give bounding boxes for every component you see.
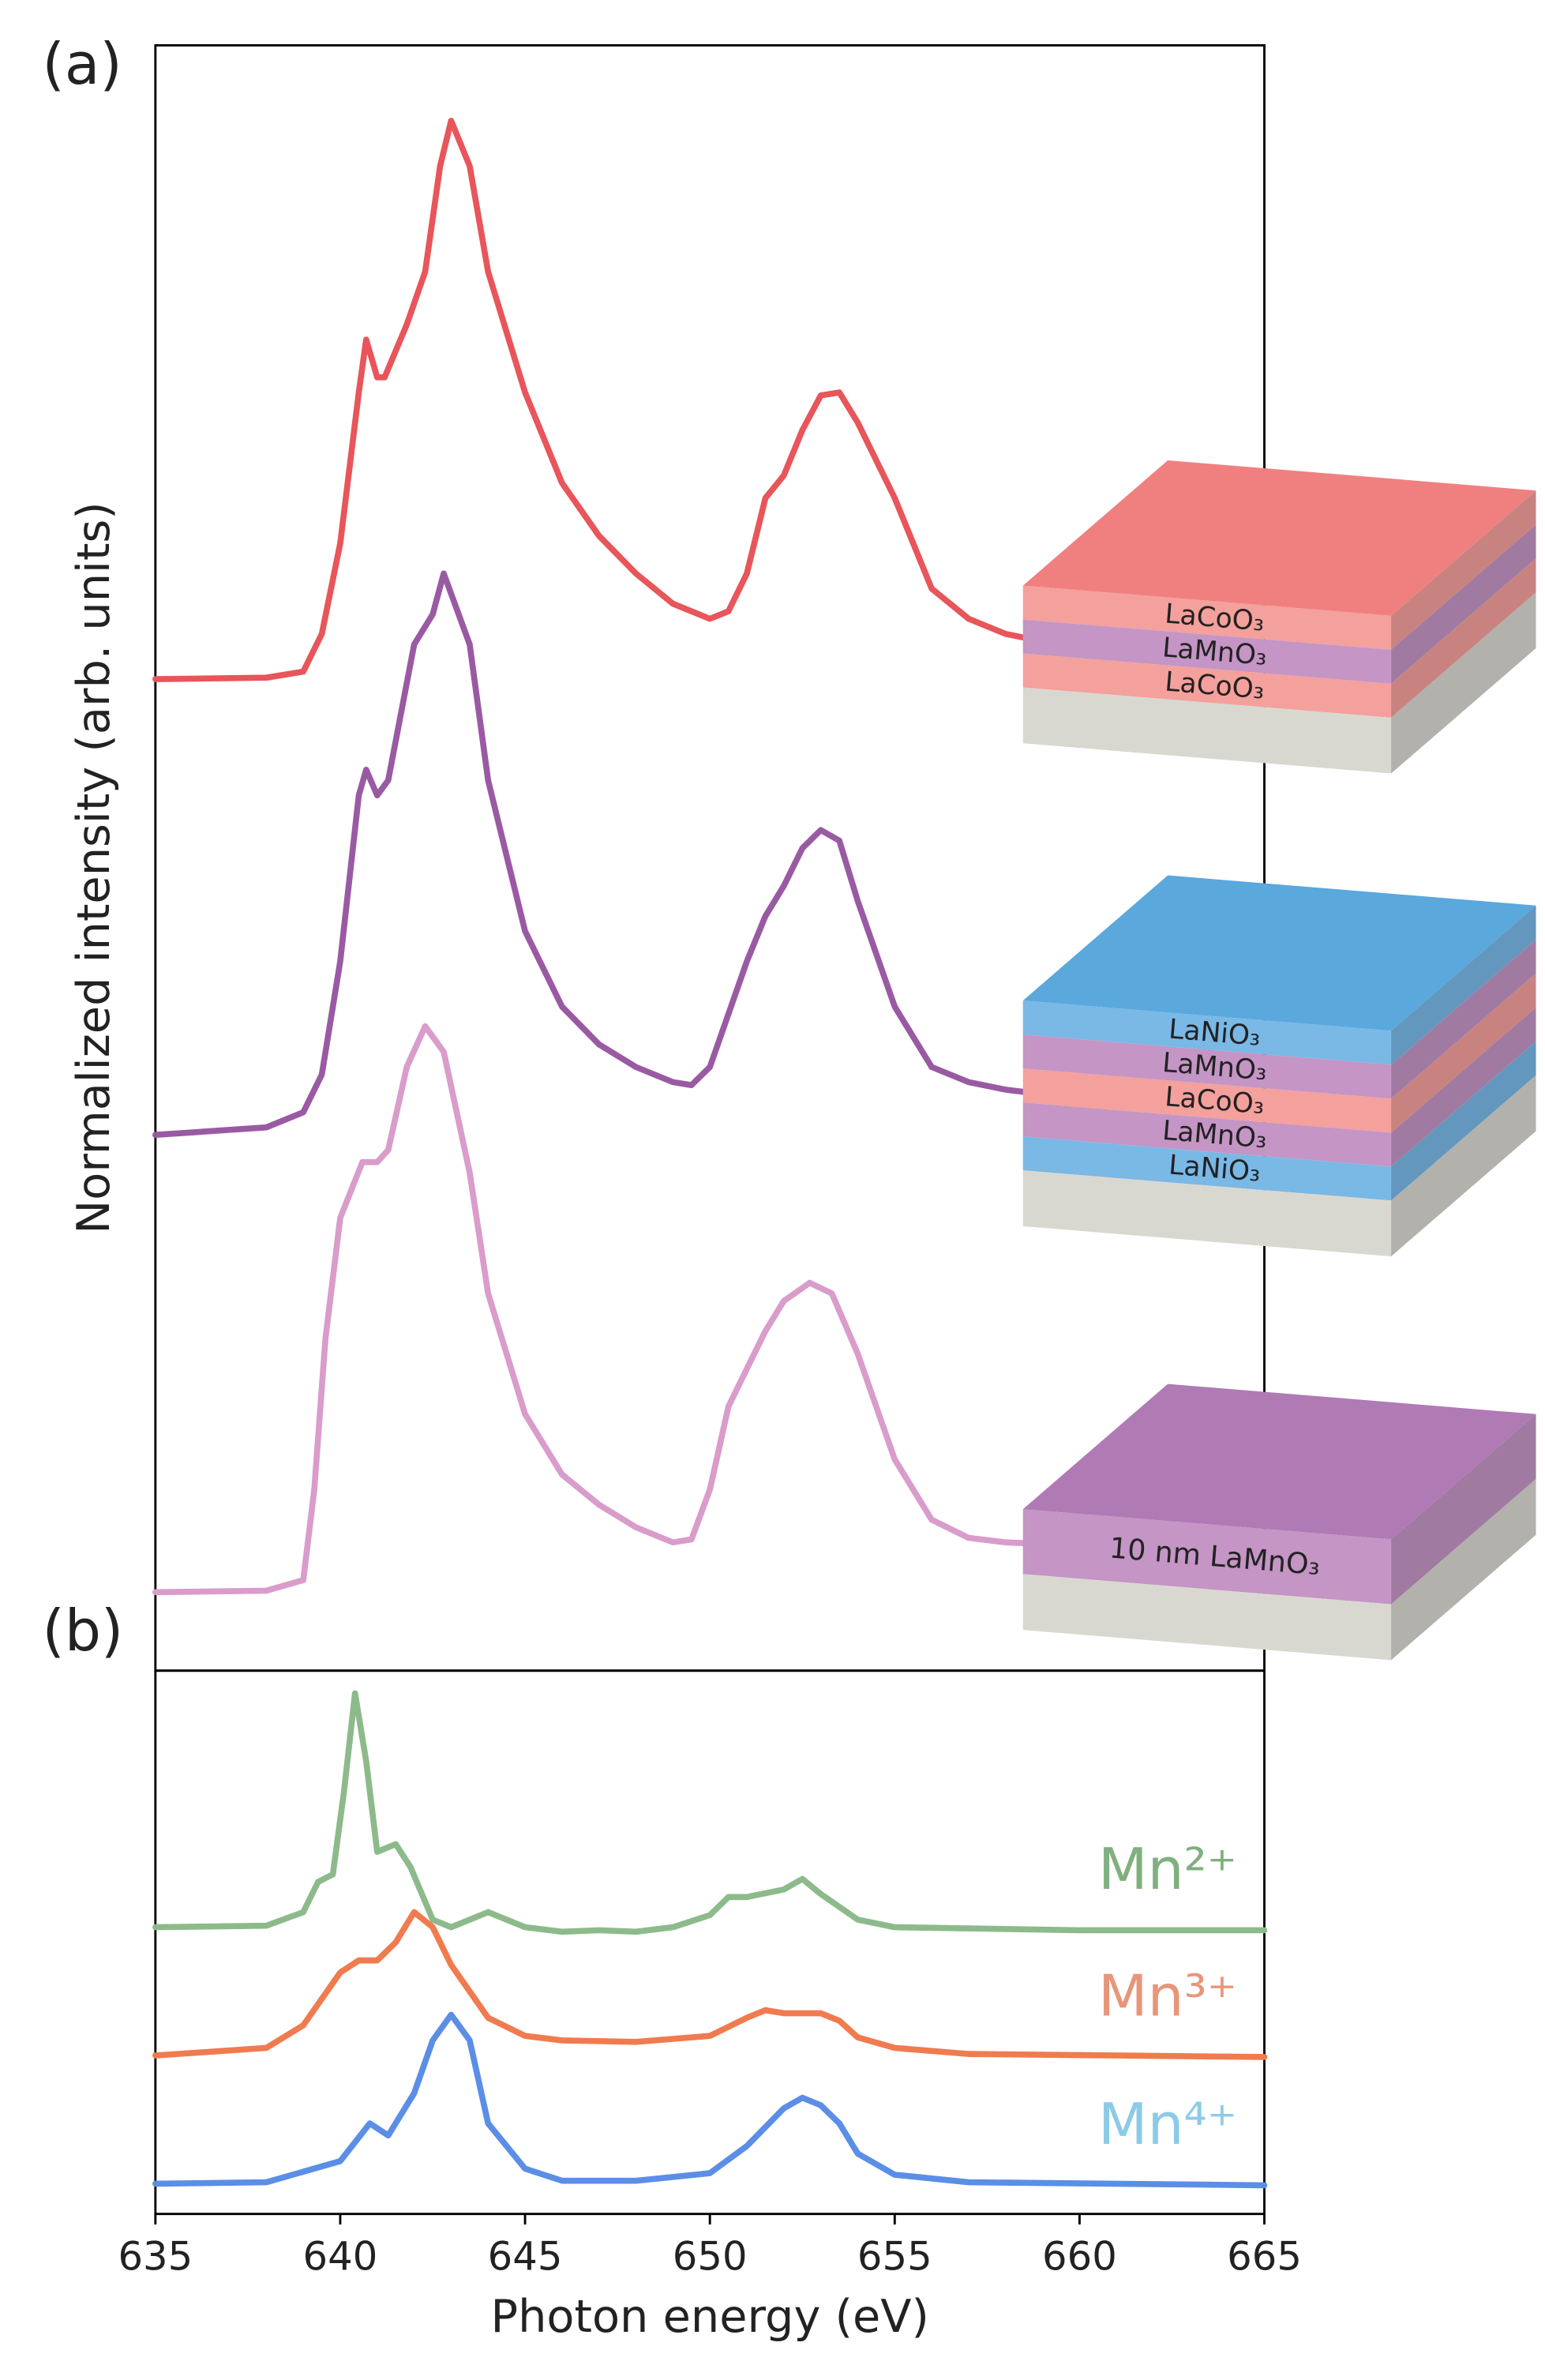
layer-side bbox=[1391, 973, 1536, 1133]
layer-side bbox=[1391, 558, 1536, 718]
series-label: Mn²⁺ bbox=[1098, 1837, 1237, 1903]
spectrum-line bbox=[152, 1909, 1268, 2060]
spectrum-line bbox=[152, 118, 1046, 682]
layer-front bbox=[1022, 1136, 1392, 1201]
panel-label: (b) bbox=[43, 1598, 124, 1665]
panel-label: (a) bbox=[43, 32, 122, 98]
y-axis-label: Normalized intensity (arb. units) bbox=[67, 501, 120, 1233]
substrate-side bbox=[1391, 592, 1536, 774]
layer-side bbox=[1391, 490, 1536, 650]
layer-front bbox=[1022, 1068, 1392, 1133]
x-tick-label: 660 bbox=[1042, 2234, 1117, 2280]
x-axis-label: Photon energy (eV) bbox=[491, 2290, 929, 2343]
layer-side bbox=[1391, 905, 1536, 1065]
layer-side bbox=[1391, 1007, 1536, 1167]
layer-label: LaNiO₃ bbox=[1168, 1013, 1262, 1052]
layer-front bbox=[1022, 585, 1392, 650]
layer-stack: 10 nm LaMnO₃ bbox=[1022, 1383, 1536, 1661]
x-tick-label: 635 bbox=[118, 2234, 193, 2280]
x-tick-label: 645 bbox=[488, 2234, 563, 2280]
spectrum-line bbox=[152, 1023, 1046, 1596]
x-tick-label: 665 bbox=[1227, 2234, 1302, 2280]
spectrum-line bbox=[152, 1690, 1268, 1935]
substrate-side bbox=[1391, 1478, 1536, 1661]
layer-side bbox=[1391, 524, 1536, 684]
stack-top bbox=[1022, 1383, 1536, 1540]
substrate-front bbox=[1022, 687, 1392, 774]
substrate-front bbox=[1022, 1574, 1392, 1661]
layer-front bbox=[1022, 1034, 1392, 1099]
x-tick-label: 640 bbox=[303, 2234, 378, 2280]
substrate-front bbox=[1022, 1170, 1392, 1257]
layer-side bbox=[1391, 1041, 1536, 1201]
stack-top bbox=[1022, 875, 1536, 1031]
series-label: Mn³⁺ bbox=[1098, 1963, 1237, 2029]
layer-front bbox=[1022, 653, 1392, 718]
spectrum-line bbox=[152, 2011, 1268, 2189]
layer-side bbox=[1391, 939, 1536, 1099]
layer-side bbox=[1391, 1413, 1536, 1605]
series-label: Mn⁴⁺ bbox=[1098, 2092, 1237, 2158]
substrate-side bbox=[1391, 1075, 1536, 1257]
spectrum-line bbox=[152, 570, 1046, 1139]
x-tick-label: 650 bbox=[673, 2234, 748, 2280]
layer-front bbox=[1022, 1102, 1392, 1167]
layer-front bbox=[1022, 619, 1392, 684]
layer-front bbox=[1022, 1000, 1392, 1065]
stack-top bbox=[1022, 460, 1536, 616]
layer-front bbox=[1022, 1509, 1392, 1605]
layer-label: LaNiO₃ bbox=[1168, 1149, 1262, 1188]
x-tick-label: 655 bbox=[857, 2234, 932, 2280]
